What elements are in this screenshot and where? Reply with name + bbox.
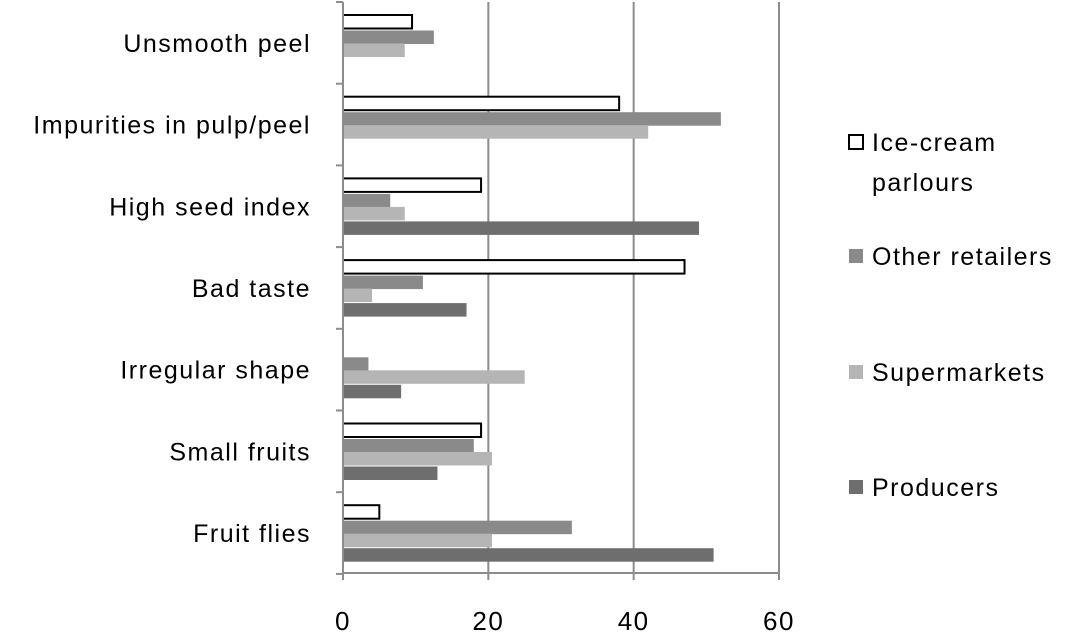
bar-irregular-shape-other-retailers	[343, 357, 369, 371]
legend-label-supermarkets: Supermarkets	[872, 359, 1046, 387]
bar-bad-taste-supermarkets	[343, 288, 373, 303]
legend-swatch-supermarkets	[849, 365, 863, 379]
category-label-irregular-shape: Irregular shape	[120, 357, 311, 385]
bar-fruit-flies-ice-cream-parlours	[342, 504, 381, 520]
bar-fruit-flies-supermarkets	[343, 533, 492, 548]
x-tick-label-0: 0	[335, 606, 351, 632]
bar-bad-taste-producers	[343, 303, 467, 317]
bar-bad-taste-other-retailers	[343, 275, 423, 290]
bar-high-seed-index-supermarkets	[343, 206, 405, 221]
grid	[487, 2, 780, 573]
bar-impurities-in-pulp-peel-other-retailers	[343, 112, 721, 126]
legend-label-ice-cream: Ice-cream	[872, 129, 997, 157]
legend-label-parlours: parlours	[872, 169, 974, 197]
legend-label-producers: Producers	[872, 474, 999, 502]
legend-swatch-producers	[849, 480, 863, 494]
category-label-small-fruits: Small fruits	[169, 438, 311, 466]
bar-high-seed-index-ice-cream-parlours	[342, 177, 483, 193]
legend-label-other-retailers: Other retailers	[872, 243, 1053, 271]
bar-small-fruits-supermarkets	[343, 452, 492, 466]
x-tick-label-60: 60	[763, 606, 795, 632]
axes	[336, 1, 780, 580]
category-label-bad-taste: Bad taste	[192, 275, 311, 303]
bar-small-fruits-ice-cream-parlours	[342, 422, 483, 438]
bars	[342, 14, 721, 562]
legend-swatch-ice-cream-parlours	[848, 134, 864, 150]
bar-high-seed-index-other-retailers	[343, 193, 391, 208]
bar-bad-taste-ice-cream-parlours	[342, 259, 686, 275]
bar-small-fruits-other-retailers	[343, 439, 474, 453]
bar-high-seed-index-producers	[343, 221, 700, 235]
bar-fruit-flies-other-retailers	[343, 520, 572, 535]
bar-irregular-shape-producers	[343, 384, 402, 399]
category-label-fruit-flies: Fruit flies	[193, 520, 311, 548]
category-label-unsmooth-peel: Unsmooth peel	[123, 30, 311, 58]
legend-swatch-other-retailers	[849, 249, 863, 263]
tick-labels: 0 20 40 60	[335, 606, 795, 632]
category-label-impurities-in-pulp-peel: Impurities in pulp/peel	[33, 112, 311, 140]
bar-impurities-in-pulp-peel-supermarkets	[343, 125, 649, 139]
category-labels: Unsmooth peel Impurities in pulp/peel High…	[33, 30, 311, 548]
bar-unsmooth-peel-other-retailers	[343, 30, 434, 44]
bar-unsmooth-peel-ice-cream-parlours	[342, 14, 414, 30]
x-tick-label-20: 20	[472, 606, 504, 632]
bar-irregular-shape-supermarkets	[343, 370, 525, 384]
category-label-high-seed-index: High seed index	[109, 193, 311, 221]
bar-fruit-flies-producers	[343, 548, 714, 562]
bar-small-fruits-producers	[343, 466, 438, 480]
bar-impurities-in-pulp-peel-ice-cream-parlours	[342, 95, 621, 112]
bar-unsmooth-peel-supermarkets	[343, 43, 405, 57]
x-tick-label-40: 40	[618, 606, 650, 632]
legend: Ice-cream parlours Other retailers Supermar…	[848, 129, 1053, 502]
